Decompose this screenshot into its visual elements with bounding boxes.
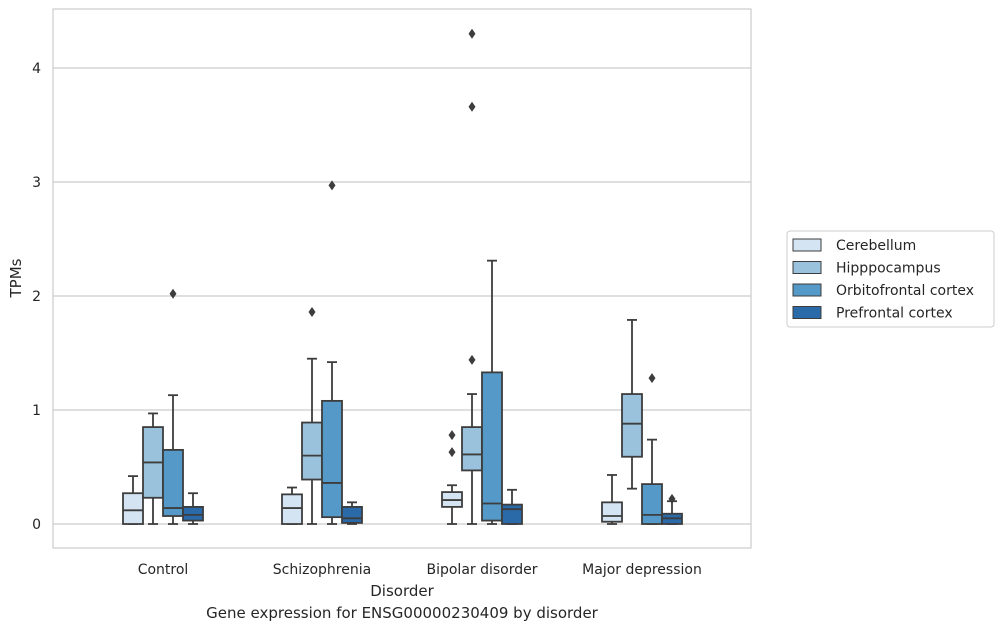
legend-swatch-3 [792,306,822,319]
legend-swatch-2 [792,283,822,297]
x-tick-label-2: Bipolar disorder [426,562,537,578]
y-tick-label-1: 1 [32,403,41,419]
legend-label-2: Orbitofrontal cortex [836,283,974,299]
outlier-point-0 [468,354,476,365]
outlier-point-0 [308,306,316,317]
y-tick-label-0: 0 [32,517,41,533]
box-1-2 [461,28,483,525]
box-body [601,501,623,523]
outlier-point-0 [648,373,656,384]
x-tick-label-0: Control [138,562,189,578]
outlier-point-2 [468,101,476,112]
legend-swatch-1 [792,261,822,274]
outlier-point-1 [448,430,456,441]
box-body [182,505,204,522]
box-1-3 [621,319,643,490]
outlier-point-0 [169,288,177,299]
box-0-3 [601,474,623,525]
legend-frame [786,230,995,328]
outlier-point-0 [328,180,336,191]
box-2-2 [481,259,503,525]
box-2-1 [321,180,343,525]
box-3-2 [501,488,523,525]
y-axis-ticks: 0 1 2 3 4 [32,61,41,533]
x-axis-label: Disorder [370,582,434,600]
y-axis-label: TPMs [7,258,25,298]
box-body [621,393,643,458]
box-body [461,426,483,472]
x-tick-label-3: Major depression [582,562,702,578]
legend-label-3: Prefrontal cortex [836,306,953,322]
box-body [162,448,184,517]
box-3-3 [661,493,683,525]
box-0-0 [122,475,144,525]
y-tick-label-3: 3 [32,175,41,191]
legend: Cerebellum Hipppocampus Orbitofrontal cort… [786,230,995,328]
box-body [281,493,303,525]
box-body [301,421,323,481]
box-body [501,503,523,525]
legend-label-1: Hipppocampus [836,261,941,277]
box-2-0 [162,288,184,525]
x-tick-label-1: Schizophrenia [273,562,371,578]
plot-frame [52,8,752,549]
box-body [481,371,503,522]
figure-caption: Gene expression for ENSG00000230409 by d… [206,604,598,622]
box-body [122,492,144,525]
box-0-1 [281,486,303,525]
box-0-2 [441,430,463,525]
y-tick-label-4: 4 [32,61,41,77]
outlier-point-0 [668,493,676,504]
box-body [321,399,343,519]
outlier-point-0 [448,447,456,458]
legend-swatch-0 [792,238,822,252]
outlier-point-1 [468,28,476,39]
box-3-0 [182,492,204,525]
box-body [641,483,663,525]
boxes-layer [122,28,683,525]
legend-label-0: Cerebellum [836,238,916,254]
box-3-1 [341,501,363,525]
y-tick-label-2: 2 [32,289,41,305]
x-axis-ticks: Control Schizophrenia Bipolar disorder Majo… [138,562,702,578]
box-2-3 [641,373,663,525]
box-body [341,505,363,524]
